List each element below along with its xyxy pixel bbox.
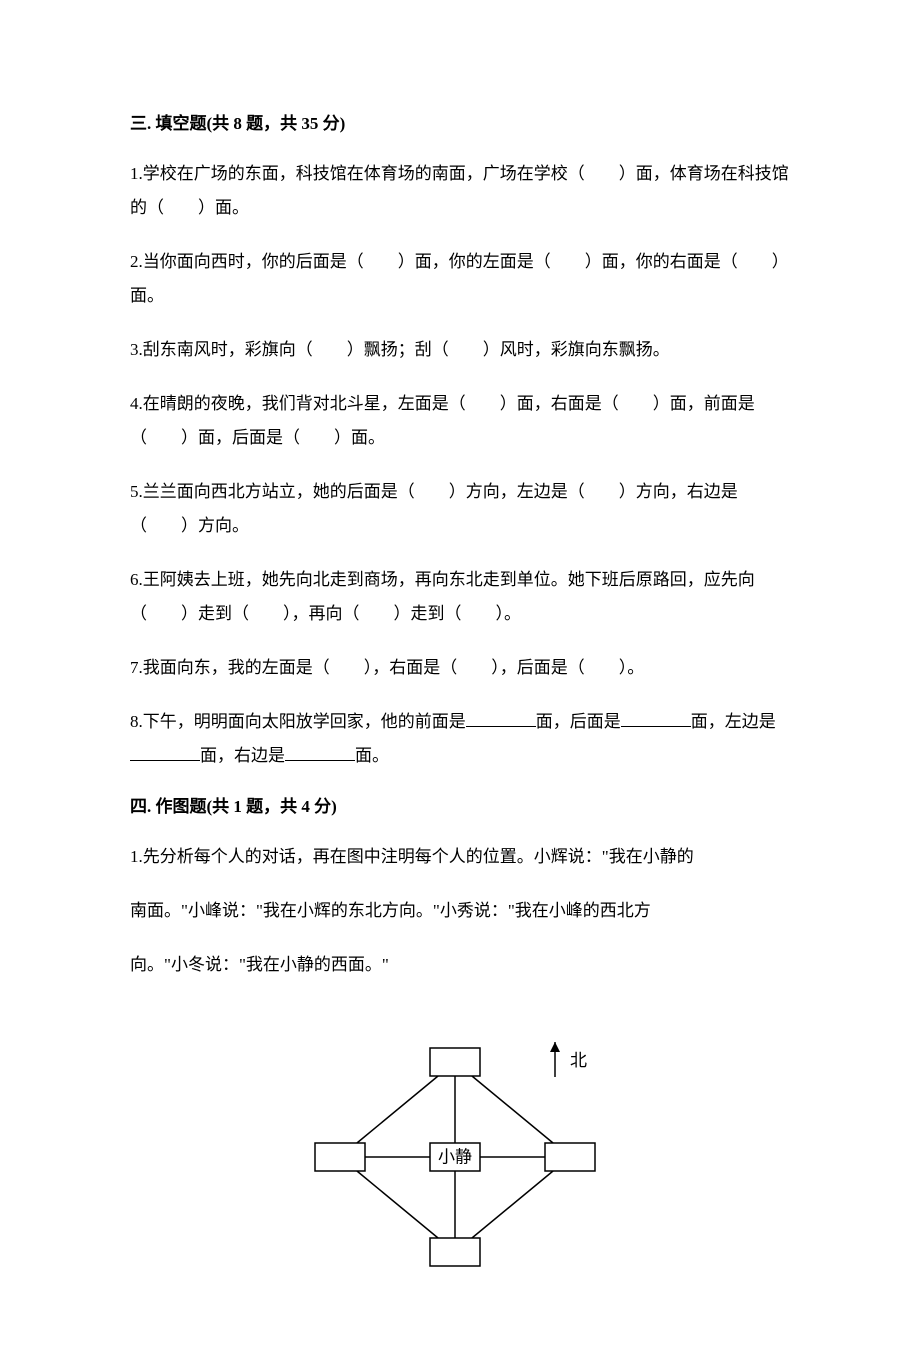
q3-8: 8.下午，明明面向太阳放学回家，他的前面是 面，后面是 面，左边是面，右边是 面。 — [130, 705, 790, 773]
q3-2: 2.当你面向西时，你的后面是（ ）面，你的左面是（ ）面，你的右面是（ ）面。 — [130, 245, 790, 313]
q4-1-line2: 南面。"小峰说："我在小辉的东北方向。"小秀说："我在小峰的西北方 — [130, 894, 790, 928]
q3-2-prefix: 2. — [130, 252, 143, 271]
q3-6-text: 王阿姨去上班，她先向北走到商场，再向东北走到单位。她下班后原路回，应先向（ ）走… — [130, 570, 755, 623]
q3-4: 4.在晴朗的夜晚，我们背对北斗星，左面是（ ）面，右面是（ ）面，前面是（ ）面… — [130, 387, 790, 455]
q4-1-line1: 先分析每个人的对话，再在图中注明每个人的位置。小辉说："我在小静的 — [143, 847, 694, 866]
q3-5-prefix: 5. — [130, 482, 143, 501]
q3-8-text1: 下午，明明面向太阳放学回家，他的前面是 — [143, 712, 466, 731]
q3-4-prefix: 4. — [130, 394, 143, 413]
blank-2 — [621, 710, 691, 727]
q3-1: 1.学校在广场的东面，科技馆在体育场的南面，广场在学校（ ）面，体育场在科技馆的… — [130, 157, 790, 225]
q3-5: 5.兰兰面向西北方站立，她的后面是（ ）方向，左边是（ ）方向，右边是（ ）方向… — [130, 475, 790, 543]
q3-6-prefix: 6. — [130, 570, 143, 589]
svg-text:小静: 小静 — [438, 1148, 472, 1167]
svg-text:北: 北 — [570, 1051, 587, 1070]
q3-1-prefix: 1. — [130, 164, 143, 183]
section-4-heading: 四. 作图题(共 1 题，共 4 分) — [130, 793, 790, 820]
q3-8-text2: 面，后面是 — [536, 712, 621, 731]
q3-2-text: 当你面向西时，你的后面是（ ）面，你的左面是（ ）面，你的右面是（ ）面。 — [130, 252, 789, 305]
blank-1 — [466, 710, 536, 727]
section-3-heading: 三. 填空题(共 8 题，共 35 分) — [130, 110, 790, 137]
q3-3-text: 刮东南风时，彩旗向（ ）飘扬；刮（ ）风时，彩旗向东飘扬。 — [143, 340, 670, 359]
q3-8-prefix: 8. — [130, 712, 143, 731]
diagram-svg: 小静 北 — [280, 1022, 640, 1297]
q3-8-text3: 面，左边是 — [691, 712, 776, 731]
q3-3: 3.刮东南风时，彩旗向（ ）飘扬；刮（ ）风时，彩旗向东飘扬。 — [130, 333, 790, 367]
q4-1: 1.先分析每个人的对话，再在图中注明每个人的位置。小辉说："我在小静的 南面。"… — [130, 840, 790, 982]
q3-6: 6.王阿姨去上班，她先向北走到商场，再向东北走到单位。她下班后原路回，应先向（ … — [130, 563, 790, 631]
q3-4-text: 在晴朗的夜晚，我们背对北斗星，左面是（ ）面，右面是（ ）面，前面是（ ）面，后… — [130, 394, 755, 447]
q3-7: 7.我面向东，我的左面是（ ），右面是（ ），后面是（ ）。 — [130, 651, 790, 685]
q3-3-prefix: 3. — [130, 340, 143, 359]
q3-8-text4: 面，右边是 — [200, 746, 285, 765]
q4-1-line3: 向。"小冬说："我在小静的西面。" — [130, 948, 790, 982]
blank-4 — [285, 744, 355, 761]
q3-1-text: 学校在广场的东面，科技馆在体育场的南面，广场在学校（ ）面，体育场在科技馆的（ … — [130, 164, 789, 217]
q3-8-text5: 面。 — [355, 746, 389, 765]
q3-7-prefix: 7. — [130, 658, 143, 677]
blank-3 — [130, 744, 200, 761]
q3-5-text: 兰兰面向西北方站立，她的后面是（ ）方向，左边是（ ）方向，右边是（ ）方向。 — [130, 482, 738, 535]
q4-1-prefix: 1. — [130, 847, 143, 866]
q3-7-text: 我面向东，我的左面是（ ），右面是（ ），后面是（ ）。 — [143, 658, 645, 677]
direction-diagram: 小静 北 — [130, 1022, 790, 1297]
q4-1-line1-wrap: 1.先分析每个人的对话，再在图中注明每个人的位置。小辉说："我在小静的 — [130, 840, 790, 874]
